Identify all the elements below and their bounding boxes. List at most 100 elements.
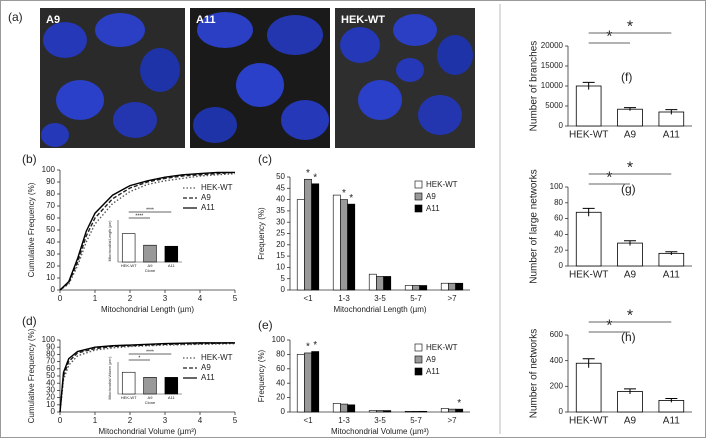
y-tick-label: 15000 — [541, 61, 564, 70]
x-tick-label: A9 — [148, 263, 154, 268]
bar — [332, 194, 341, 291]
y-tick-label: 20 — [46, 261, 55, 270]
bar — [617, 242, 643, 267]
bar — [340, 403, 348, 413]
y-axis-label: Number of branches — [529, 41, 540, 132]
significance-label: * — [627, 160, 633, 177]
error-bar — [582, 81, 595, 90]
annotation: * — [342, 188, 346, 199]
bar — [304, 178, 312, 291]
y-tick-label: 0 — [51, 285, 56, 294]
y-tick-label: 20 — [46, 393, 55, 402]
bar — [412, 410, 420, 413]
error-bar — [665, 251, 678, 255]
bar — [575, 211, 602, 267]
x-tick-label: 3-5 — [374, 294, 386, 303]
y-tick-label: 20 — [276, 240, 285, 249]
x-tick-label: >7 — [447, 294, 457, 303]
y-axis-label: Cumulative Frequency (%) — [27, 182, 36, 277]
bar — [296, 199, 305, 291]
bar — [575, 85, 602, 127]
y-tick-label: 0 — [281, 285, 286, 294]
error-bar — [665, 398, 678, 403]
annotation: * — [306, 342, 310, 353]
bar — [164, 245, 179, 263]
y-tick-label: 0 — [51, 407, 56, 416]
significance-label: * — [627, 308, 633, 325]
y-tick-label: 70 — [46, 201, 55, 210]
y-tick-label: 20 — [554, 245, 563, 254]
bar — [404, 285, 413, 291]
y-tick-label: 20000 — [541, 41, 564, 50]
panel-label: (b) — [22, 152, 37, 166]
y-tick-label: 90 — [46, 342, 55, 351]
y-tick-label: 5 — [281, 274, 286, 283]
image-title: HEK-WT — [341, 14, 385, 26]
y-tick-label: 0 — [559, 407, 564, 416]
y-tick-label: 60 — [276, 364, 285, 373]
y-tick-label: 50 — [46, 225, 55, 234]
x-axis-label: Clone — [145, 268, 156, 273]
bar — [368, 410, 377, 413]
legend-label: A9 — [426, 355, 436, 364]
legend-label: A9 — [201, 193, 211, 202]
y-axis-label: Number of large networks — [529, 169, 540, 284]
annotation: * — [306, 168, 310, 179]
y-tick-label: 80 — [46, 350, 55, 359]
y-axis-label: Mitochondrial Length (µm) — [108, 221, 112, 262]
y-tick-label: 200 — [550, 381, 564, 390]
x-tick-label: A11 — [663, 270, 680, 281]
bar — [440, 408, 449, 413]
significance-label: * — [606, 170, 612, 187]
x-tick-label: 3 — [163, 416, 168, 425]
y-tick-label: 20 — [276, 393, 285, 402]
x-tick-label: A9 — [624, 270, 637, 281]
x-tick-label: A11 — [663, 416, 680, 427]
y-tick-label: 0 — [281, 407, 286, 416]
panel-label: (f) — [621, 70, 632, 84]
annotation: * — [313, 172, 317, 183]
x-tick-label: A11 — [168, 395, 176, 400]
x-tick-label: A11 — [663, 130, 680, 141]
bar — [419, 410, 428, 413]
axis — [117, 362, 182, 395]
bar — [658, 252, 685, 267]
panel-label: (d) — [22, 314, 37, 328]
y-tick-label: 35 — [276, 206, 285, 215]
x-tick-label: <1 — [303, 294, 313, 303]
y-axis-label: Cumulative Frequency (%) — [27, 328, 36, 423]
x-tick-label: HEK-WT — [121, 395, 137, 400]
bar — [383, 276, 392, 291]
annotation: * — [349, 193, 353, 204]
y-tick-label: 100 — [42, 165, 56, 174]
y-tick-label: 80 — [554, 198, 563, 207]
y-tick-label: 90 — [46, 177, 55, 186]
y-tick-label: 40 — [276, 195, 285, 204]
significance-label: * — [606, 318, 612, 335]
y-tick-label: 30 — [276, 217, 285, 226]
x-tick-label: HEK-WT — [569, 270, 608, 281]
x-tick-label: A9 — [148, 395, 154, 400]
x-tick-label: HEK-WT — [569, 130, 608, 141]
y-tick-label: 10000 — [541, 81, 564, 90]
error-bar — [624, 388, 636, 395]
legend-label: A11 — [426, 367, 440, 376]
error-bar — [624, 107, 636, 111]
significance-label: **** — [135, 214, 143, 220]
bar — [448, 408, 456, 413]
bar — [332, 403, 341, 413]
legend-label: A9 — [426, 192, 436, 201]
significance-label: * — [138, 356, 140, 362]
y-tick-label: 600 — [550, 330, 564, 339]
y-axis-label: Frequency (%) — [257, 349, 266, 402]
x-tick-label: A9 — [624, 130, 637, 141]
x-tick-label: 1 — [93, 416, 98, 425]
bar — [143, 244, 157, 263]
micrograph — [40, 8, 185, 148]
significance-label: * — [627, 19, 633, 36]
legend-label: A11 — [426, 204, 440, 213]
axis — [117, 220, 182, 263]
y-tick-label: 10 — [46, 273, 55, 282]
x-tick-label: 0 — [58, 416, 63, 425]
error-bar — [582, 358, 595, 368]
